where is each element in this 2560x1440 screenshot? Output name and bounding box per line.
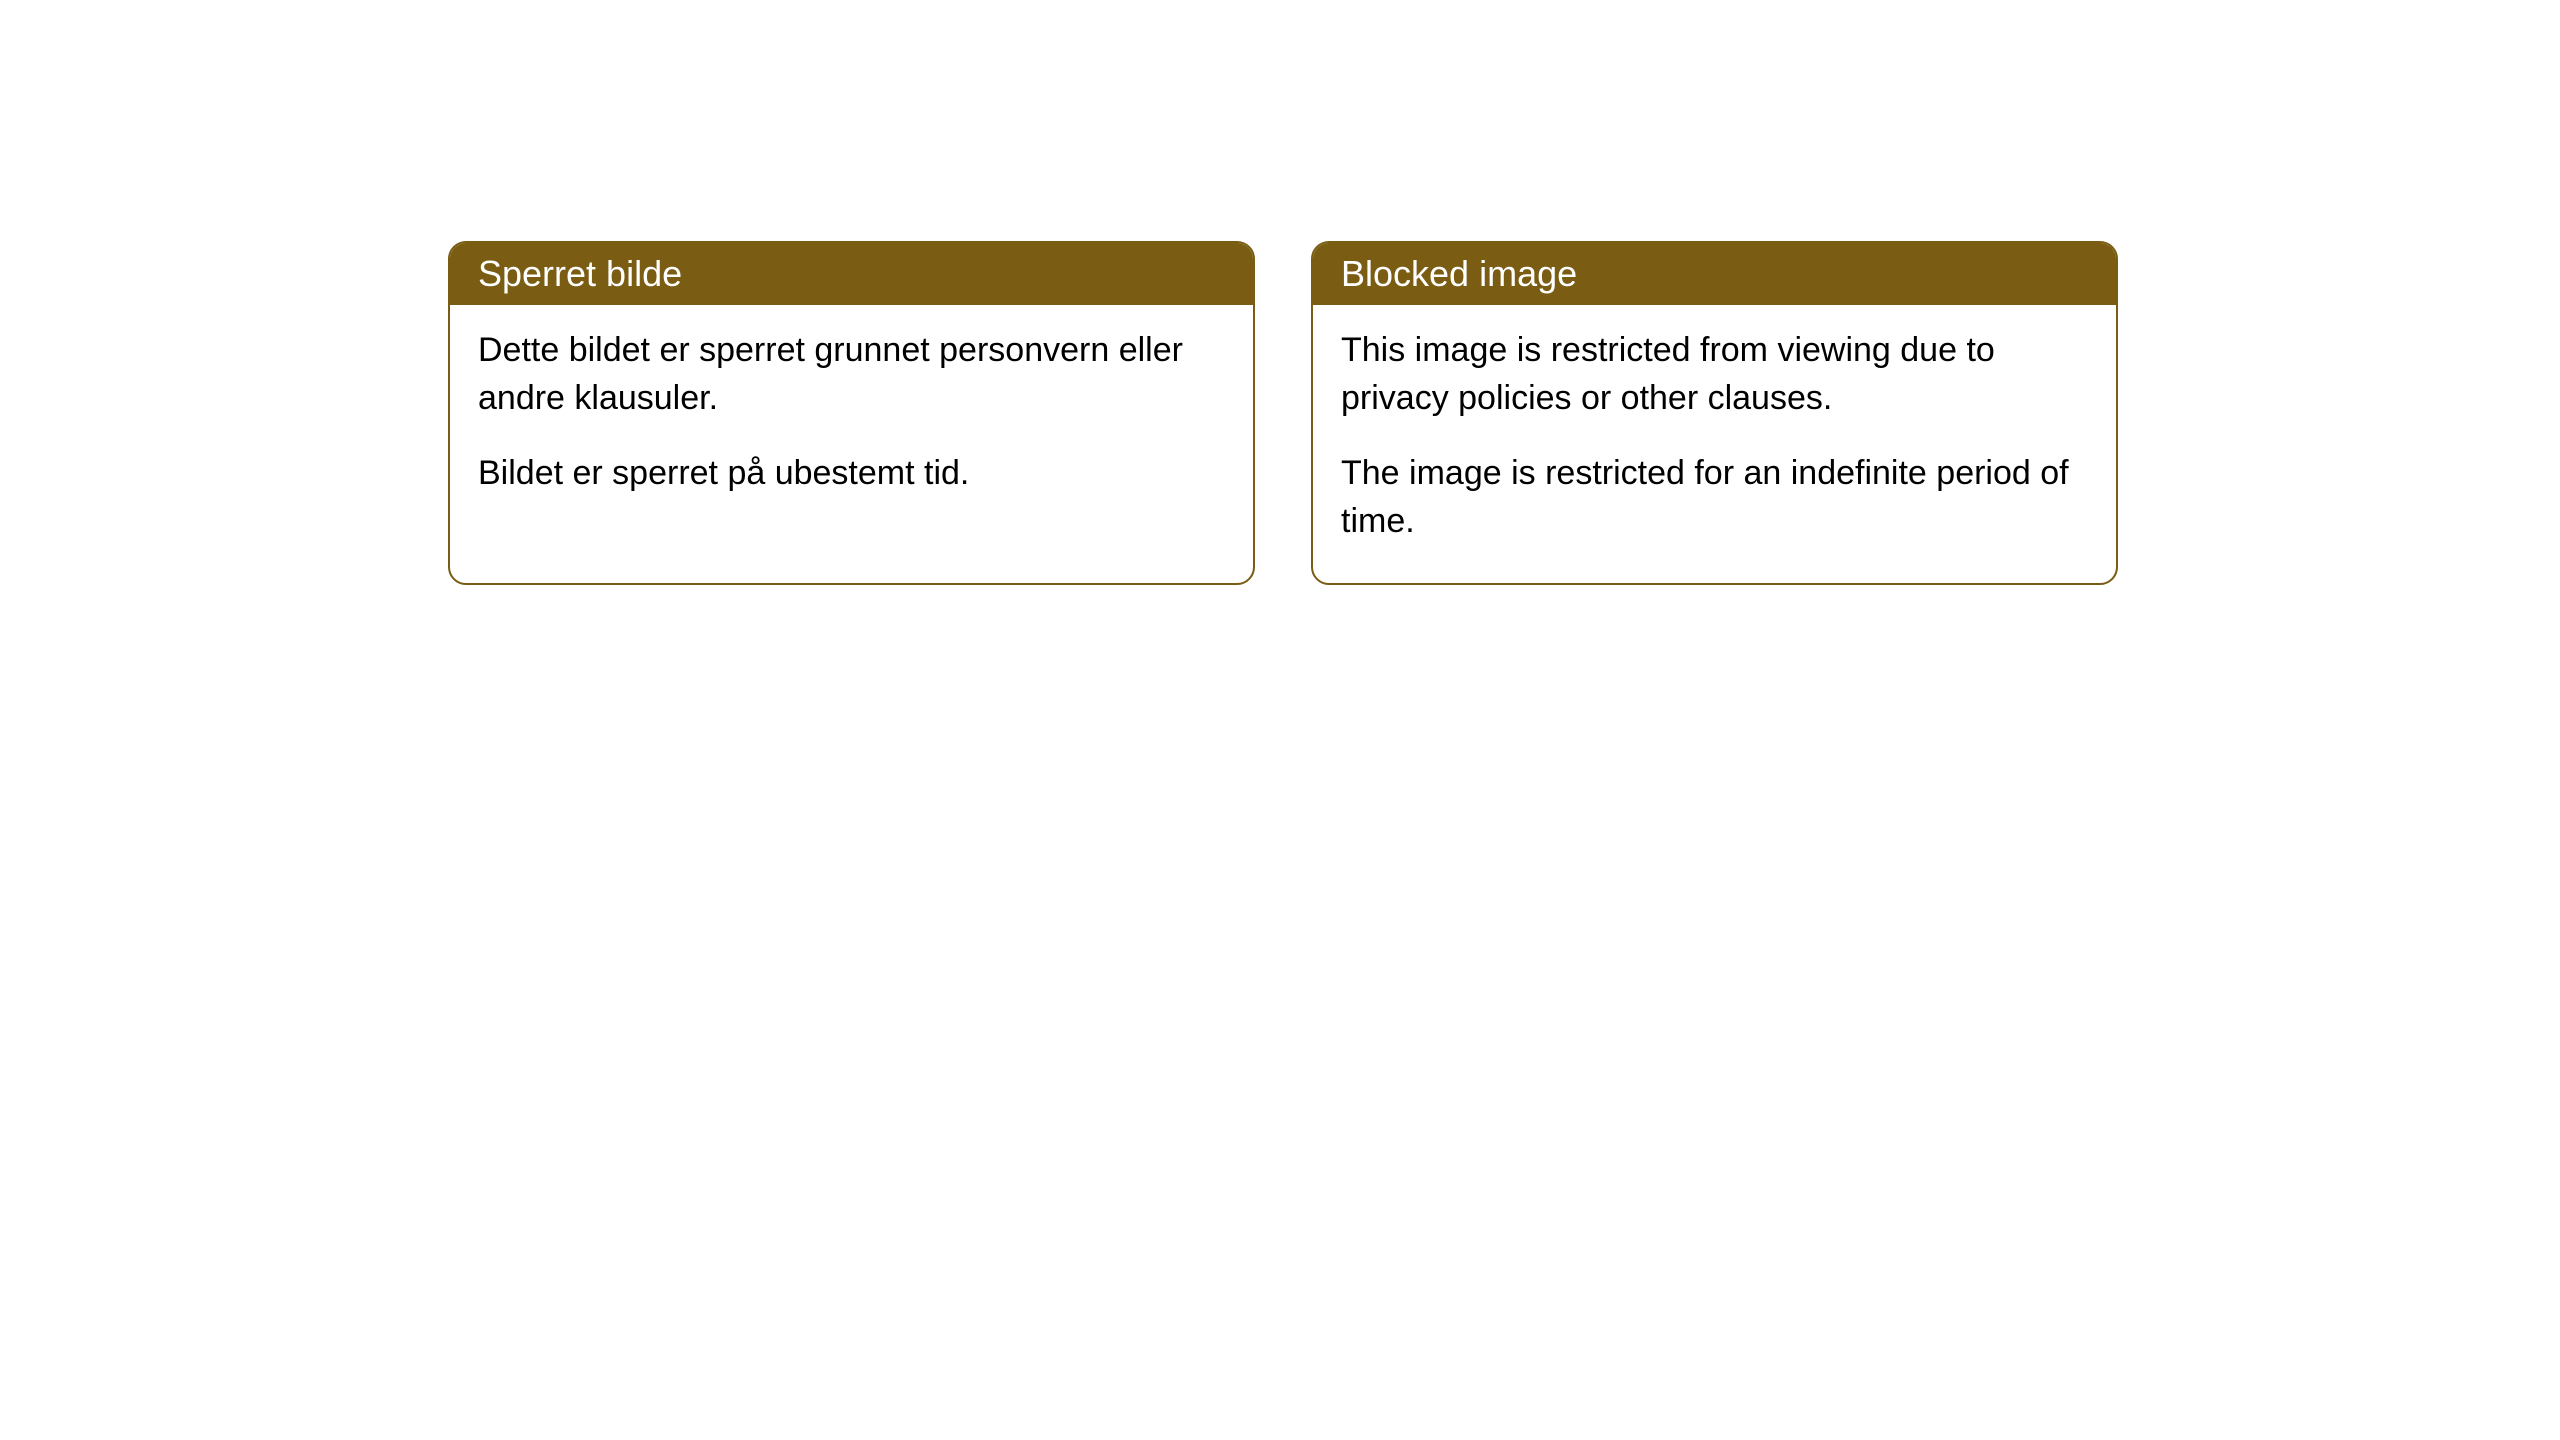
notice-card-norwegian: Sperret bilde Dette bildet er sperret gr… — [448, 241, 1255, 585]
card-body: This image is restricted from viewing du… — [1313, 305, 2116, 583]
card-body: Dette bildet er sperret grunnet personve… — [450, 305, 1253, 536]
notice-text: The image is restricted for an indefinit… — [1341, 450, 2088, 545]
notice-cards-container: Sperret bilde Dette bildet er sperret gr… — [448, 241, 2118, 585]
card-title: Blocked image — [1313, 243, 2116, 305]
card-title: Sperret bilde — [450, 243, 1253, 305]
notice-text: Bildet er sperret på ubestemt tid. — [478, 450, 1225, 498]
notice-card-english: Blocked image This image is restricted f… — [1311, 241, 2118, 585]
notice-text: This image is restricted from viewing du… — [1341, 327, 2088, 422]
notice-text: Dette bildet er sperret grunnet personve… — [478, 327, 1225, 422]
